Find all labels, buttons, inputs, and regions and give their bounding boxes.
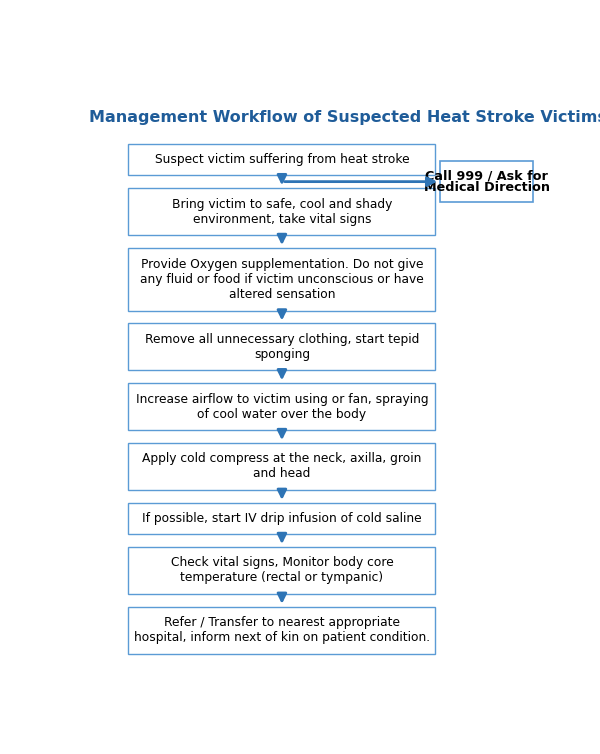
- Bar: [128, 248, 436, 311]
- Text: Increase airflow to victim using or fan, spraying
of cool water over the body: Increase airflow to victim using or fan,…: [136, 393, 428, 421]
- Bar: [128, 607, 436, 654]
- Text: Suspect victim suffering from heat stroke: Suspect victim suffering from heat strok…: [155, 153, 409, 166]
- Text: Call 999 / Ask for: Call 999 / Ask for: [425, 170, 548, 182]
- Bar: [440, 161, 533, 202]
- Bar: [128, 547, 436, 594]
- Bar: [128, 443, 436, 490]
- Bar: [128, 503, 436, 534]
- Text: Bring victim to safe, cool and shady
environment, take vital signs: Bring victim to safe, cool and shady env…: [172, 198, 392, 225]
- Text: Provide Oxygen supplementation. Do not give
any fluid or food if victim unconsci: Provide Oxygen supplementation. Do not g…: [140, 258, 424, 301]
- Text: Check vital signs, Monitor body core
temperature (rectal or tympanic): Check vital signs, Monitor body core tem…: [170, 556, 394, 584]
- Text: Remove all unnecessary clothing, start tepid
sponging: Remove all unnecessary clothing, start t…: [145, 333, 419, 361]
- Text: Management Workflow of Suspected Heat Stroke Victims: Management Workflow of Suspected Heat St…: [89, 110, 600, 125]
- Text: If possible, start IV drip infusion of cold saline: If possible, start IV drip infusion of c…: [142, 512, 422, 525]
- Text: Refer / Transfer to nearest appropriate
hospital, inform next of kin on patient : Refer / Transfer to nearest appropriate …: [134, 616, 430, 644]
- Text: Medical Direction: Medical Direction: [424, 181, 550, 194]
- Bar: [128, 144, 436, 175]
- Text: Apply cold compress at the neck, axilla, groin
and head: Apply cold compress at the neck, axilla,…: [142, 452, 422, 480]
- Bar: [128, 383, 436, 430]
- Bar: [128, 188, 436, 235]
- Bar: [128, 323, 436, 370]
